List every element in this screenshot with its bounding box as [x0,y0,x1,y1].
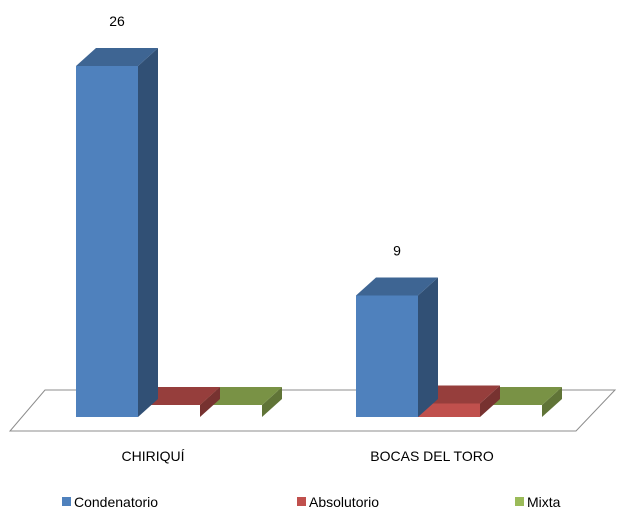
bar-side [480,385,500,417]
data-label: 26 [109,13,125,29]
category-label: BOCAS DEL TORO [370,448,494,464]
bar-side [138,48,158,417]
category-labels: CHIRIQUÍ BOCAS DEL TORO [122,448,494,464]
bar-absolutorio-chiriqui [138,387,220,417]
data-label: 9 [393,243,401,259]
legend: Condenatorio Absolutorio Mixta [62,494,561,510]
legend-label: Mixta [527,494,561,510]
legend-swatch [515,497,524,506]
bar-front [418,403,480,417]
bar-front [356,295,418,417]
legend-label: Absolutorio [309,494,379,510]
bar-absolutorio-bocas-del-toro [418,385,500,417]
legend-item-absolutorio: Absolutorio [297,494,379,510]
bar-mixta-bocas-del-toro [480,387,562,417]
bar-top [356,277,438,296]
bar-top [418,385,500,404]
legend-label: Condenatorio [74,494,158,510]
bars [76,48,562,417]
bar-top [480,387,562,405]
bar-mixta-chiriqui [200,387,282,417]
legend-item-condenatorio: Condenatorio [62,494,158,510]
bar-top [138,387,220,405]
bar-condenatorio-chiriqui [76,48,158,417]
bar-top [76,48,158,66]
bar-top [200,387,282,405]
bar-side [262,387,282,417]
legend-item-mixta: Mixta [515,494,561,510]
bar-side [542,387,562,417]
legend-swatch [297,497,306,506]
data-labels: 26 9 [109,13,401,259]
bar-side [200,387,220,417]
bar-side [418,277,438,417]
category-label: CHIRIQUÍ [122,448,185,464]
bar-condenatorio-bocas-del-toro [356,277,438,417]
bar-front [76,66,138,417]
legend-swatch [62,497,71,506]
